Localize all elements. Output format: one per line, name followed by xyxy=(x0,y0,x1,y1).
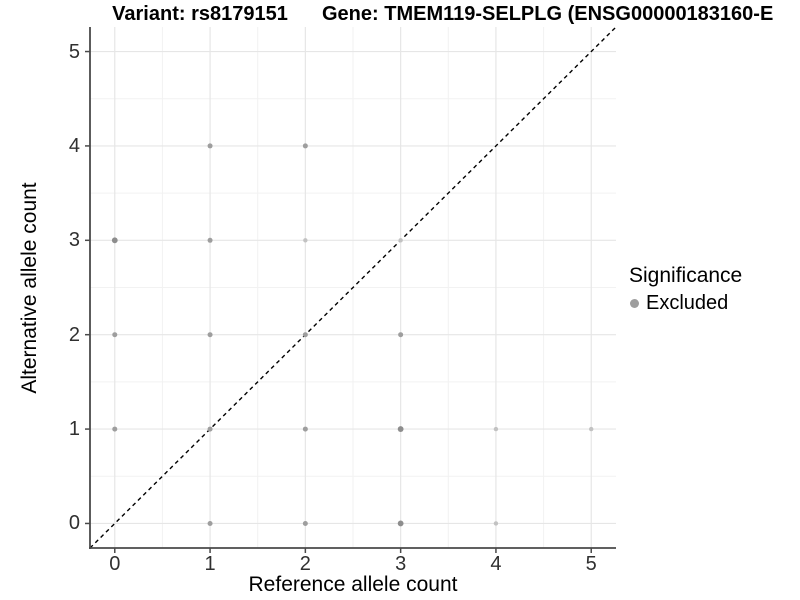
data-point xyxy=(207,426,213,432)
legend-item-label: Excluded xyxy=(646,292,729,314)
y-tick-label: 3 xyxy=(68,229,80,252)
data-point xyxy=(589,426,594,432)
x-tick-label: 0 xyxy=(109,553,121,575)
data-point xyxy=(398,238,403,243)
x-tick-label: 3 xyxy=(395,553,407,575)
y-tick-label: 0 xyxy=(68,512,80,535)
plot-title-variant: Variant: rs8179151 xyxy=(112,3,288,25)
legend-item-excluded: Excluded xyxy=(629,292,742,315)
data-point xyxy=(493,426,499,432)
data-point xyxy=(398,332,404,338)
x-tick-label: 1 xyxy=(204,553,216,575)
y-tick-label: 5 xyxy=(68,40,80,63)
y-axis-title: Alternative allele count xyxy=(18,182,41,394)
data-point xyxy=(302,332,308,338)
x-tick-label: 2 xyxy=(299,553,311,575)
legend-title: Significance xyxy=(629,264,743,287)
data-point xyxy=(112,426,118,432)
data-point xyxy=(207,143,213,149)
data-point xyxy=(397,520,404,527)
y-tick-label: 1 xyxy=(68,418,80,441)
data-point xyxy=(397,426,404,432)
data-point xyxy=(493,521,499,526)
plot-title-gene: Gene: TMEM119-SELPLG (ENSG00000183160-E xyxy=(322,3,774,25)
identity-line xyxy=(89,26,617,549)
y-tick-label: 2 xyxy=(68,323,80,346)
data-point xyxy=(303,238,308,243)
data-point xyxy=(207,332,213,338)
x-tick-label: 5 xyxy=(585,553,597,575)
data-point xyxy=(302,143,308,149)
data-point xyxy=(302,520,308,526)
data-point xyxy=(207,520,213,526)
legend: Significance Excluded xyxy=(629,264,742,315)
data-point xyxy=(207,237,213,243)
data-point xyxy=(111,237,118,244)
data-point xyxy=(112,332,118,338)
data-point xyxy=(302,426,308,432)
x-axis-title: Reference allele count xyxy=(248,573,458,596)
y-tick-label: 4 xyxy=(68,134,80,157)
x-tick-label: 4 xyxy=(490,553,502,575)
legend-key-dot-icon xyxy=(630,299,639,308)
